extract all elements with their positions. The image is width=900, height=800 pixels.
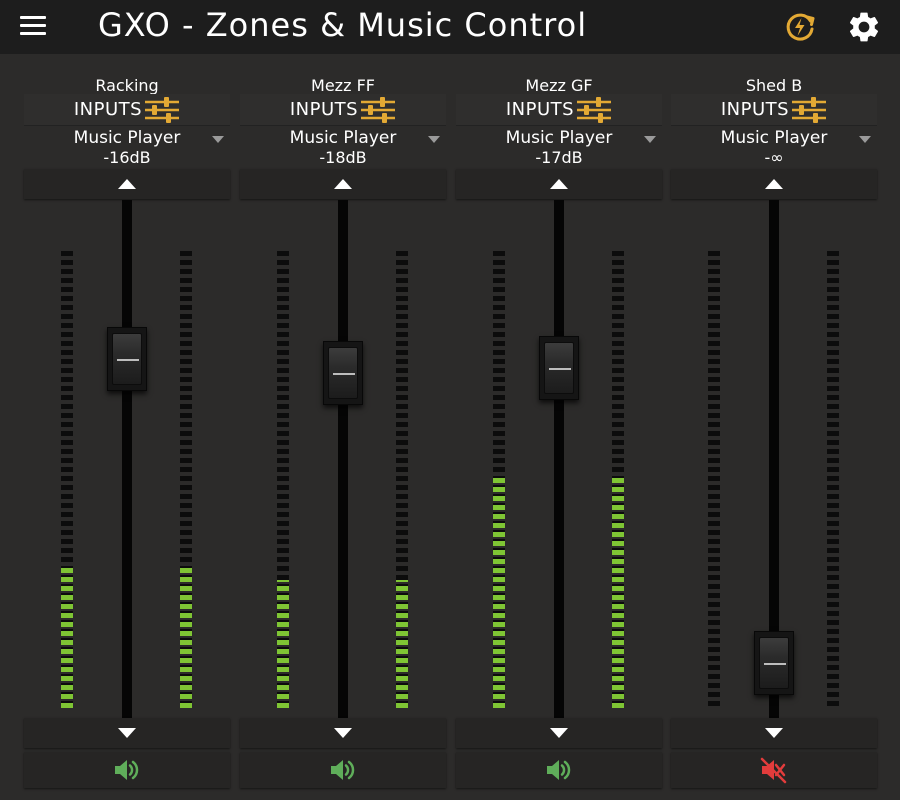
level-meter-right bbox=[612, 251, 624, 708]
fader-track[interactable] bbox=[122, 200, 132, 718]
app-header: GXO - Zones & Music Control bbox=[0, 0, 900, 54]
sliders-icon bbox=[145, 96, 180, 123]
speaker-on-icon bbox=[547, 760, 571, 780]
mute-button[interactable] bbox=[24, 752, 230, 788]
sliders-icon bbox=[577, 96, 612, 123]
arrow-down-icon bbox=[765, 728, 783, 738]
level-meter-left bbox=[493, 251, 505, 708]
source-dropdown[interactable]: Music Player bbox=[240, 126, 446, 150]
speaker-on-icon bbox=[331, 760, 355, 780]
zone-name: Mezz GF bbox=[525, 76, 593, 95]
inputs-button[interactable]: INPUTS bbox=[456, 94, 662, 126]
volume-up-button[interactable] bbox=[240, 169, 446, 199]
volume-down-button[interactable] bbox=[671, 718, 877, 748]
inputs-button[interactable]: INPUTS bbox=[24, 94, 230, 126]
source-dropdown[interactable]: Music Player bbox=[456, 126, 662, 150]
sliders-icon bbox=[792, 96, 827, 123]
meter-fill-right bbox=[612, 475, 624, 708]
meter-fill-left bbox=[277, 580, 289, 708]
inputs-button[interactable]: INPUTS bbox=[240, 94, 446, 126]
fader-track[interactable] bbox=[338, 200, 348, 718]
fader-handle[interactable] bbox=[754, 631, 794, 696]
fader-track[interactable] bbox=[769, 200, 779, 718]
zone-name: Mezz FF bbox=[311, 76, 375, 95]
zone-channel-2: Mezz GF INPUTS Music Player -17dB bbox=[456, 54, 668, 800]
zone-channel-1: Mezz FF INPUTS Music Player -18dB bbox=[240, 54, 452, 800]
arrow-down-icon bbox=[550, 728, 568, 738]
inputs-label: INPUTS bbox=[505, 99, 575, 120]
level-meter-right bbox=[827, 251, 839, 708]
source-label: Music Player bbox=[720, 128, 828, 148]
zone-name: Racking bbox=[95, 76, 159, 95]
dropdown-arrow-icon bbox=[859, 136, 871, 143]
dropdown-arrow-icon bbox=[428, 136, 440, 143]
source-label: Music Player bbox=[505, 128, 613, 148]
level-readout: -18dB bbox=[319, 148, 367, 167]
volume-up-button[interactable] bbox=[24, 169, 230, 199]
mute-button[interactable] bbox=[671, 752, 877, 788]
meter-fill-left bbox=[61, 566, 73, 708]
inputs-label: INPUTS bbox=[289, 99, 359, 120]
level-meter-left bbox=[277, 251, 289, 708]
arrow-up-icon bbox=[765, 179, 783, 189]
fader-handle[interactable] bbox=[539, 336, 579, 401]
level-meter-right bbox=[396, 251, 408, 708]
level-meter-right bbox=[180, 251, 192, 708]
meter-fill-right bbox=[396, 580, 408, 708]
page-title: GXO - Zones & Music Control bbox=[98, 6, 588, 44]
inputs-button[interactable]: INPUTS bbox=[671, 94, 877, 126]
speaker-muted-icon bbox=[760, 757, 787, 784]
zone-channel-0: Racking INPUTS Music Player -16dB bbox=[24, 54, 236, 800]
source-label: Music Player bbox=[289, 128, 397, 148]
meter-fill-right bbox=[180, 566, 192, 708]
level-meter-left bbox=[708, 251, 720, 708]
source-dropdown[interactable]: Music Player bbox=[24, 126, 230, 150]
power-refresh-icon[interactable] bbox=[782, 9, 818, 45]
meter-fill-left bbox=[493, 475, 505, 708]
dropdown-arrow-icon bbox=[212, 136, 224, 143]
arrow-up-icon bbox=[334, 179, 352, 189]
level-readout: -∞ bbox=[764, 148, 784, 167]
volume-up-button[interactable] bbox=[671, 169, 877, 199]
mute-button[interactable] bbox=[240, 752, 446, 788]
dropdown-arrow-icon bbox=[644, 136, 656, 143]
arrow-up-icon bbox=[550, 179, 568, 189]
inputs-label: INPUTS bbox=[73, 99, 143, 120]
zone-channel-3: Shed B INPUTS Music Player -∞ bbox=[671, 54, 883, 800]
source-dropdown[interactable]: Music Player bbox=[671, 126, 877, 150]
menu-icon[interactable] bbox=[18, 14, 48, 40]
mute-button[interactable] bbox=[456, 752, 662, 788]
fader-handle[interactable] bbox=[323, 340, 363, 405]
inputs-label: INPUTS bbox=[720, 99, 790, 120]
volume-down-button[interactable] bbox=[240, 718, 446, 748]
fader-handle[interactable] bbox=[107, 327, 147, 392]
sliders-icon bbox=[361, 96, 396, 123]
arrow-down-icon bbox=[118, 728, 136, 738]
zone-name: Shed B bbox=[745, 76, 803, 95]
arrow-down-icon bbox=[334, 728, 352, 738]
fader-track[interactable] bbox=[554, 200, 564, 718]
volume-down-button[interactable] bbox=[456, 718, 662, 748]
arrow-up-icon bbox=[118, 179, 136, 189]
settings-gear-icon[interactable] bbox=[846, 9, 882, 45]
volume-down-button[interactable] bbox=[24, 718, 230, 748]
level-meter-left bbox=[61, 251, 73, 708]
volume-up-button[interactable] bbox=[456, 169, 662, 199]
level-readout: -16dB bbox=[103, 148, 151, 167]
level-readout: -17dB bbox=[535, 148, 583, 167]
speaker-on-icon bbox=[115, 760, 139, 780]
source-label: Music Player bbox=[73, 128, 181, 148]
